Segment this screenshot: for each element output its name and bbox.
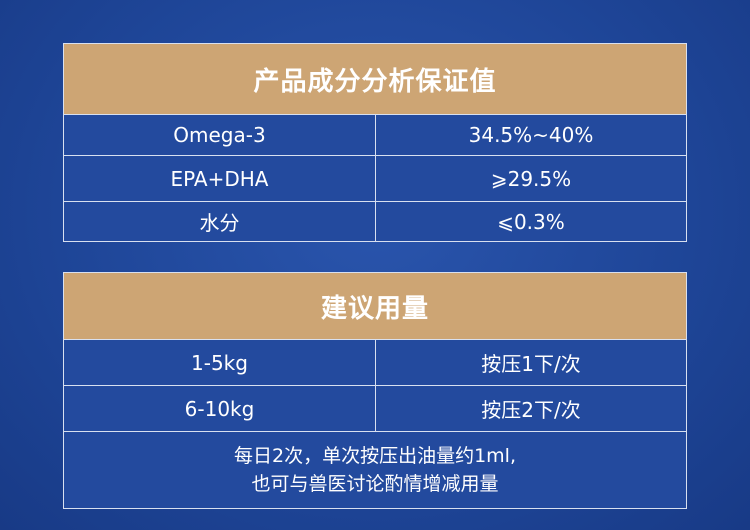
dosage-table: 建议用量 1-5kg 按压1下/次 6-10kg 按压2下/次 每日2次，单次按… xyxy=(63,272,687,509)
row-value: 34.5%~40% xyxy=(468,123,594,147)
note-line: 每日2次，单次按压出油量约1ml, xyxy=(233,445,516,467)
row-name: EPA+DHA xyxy=(64,156,376,201)
dosage-title: 建议用量 xyxy=(64,273,686,340)
table-row: 6-10kg 按压2下/次 xyxy=(64,386,686,432)
row-weight: 6-10kg xyxy=(64,386,376,431)
row-name: 水分 xyxy=(64,202,376,241)
row-name: Omega-3 xyxy=(64,115,376,155)
analysis-table: 产品成分分析保证值 Omega-3 34.5%~40% EPA+DHA ⩾29.… xyxy=(63,43,687,242)
table-row: EPA+DHA ⩾29.5% xyxy=(64,156,686,202)
table-row: Omega-3 34.5%~40% xyxy=(64,115,686,156)
table-row: 水分 ⩽0.3% xyxy=(64,202,686,241)
dosage-note: 每日2次，单次按压出油量约1ml, 也可与兽医讨论酌情增减用量 xyxy=(64,432,686,508)
row-amount: 按压1下/次 xyxy=(481,352,581,376)
row-value: ⩽0.3% xyxy=(497,209,565,234)
row-weight: 1-5kg xyxy=(64,340,376,385)
row-amount: 按压2下/次 xyxy=(481,398,581,422)
note-line: 也可与兽医讨论酌情增减用量 xyxy=(251,473,499,495)
row-value: ⩾29.5% xyxy=(490,166,572,191)
analysis-title: 产品成分分析保证值 xyxy=(64,44,686,115)
table-row: 1-5kg 按压1下/次 xyxy=(64,340,686,386)
